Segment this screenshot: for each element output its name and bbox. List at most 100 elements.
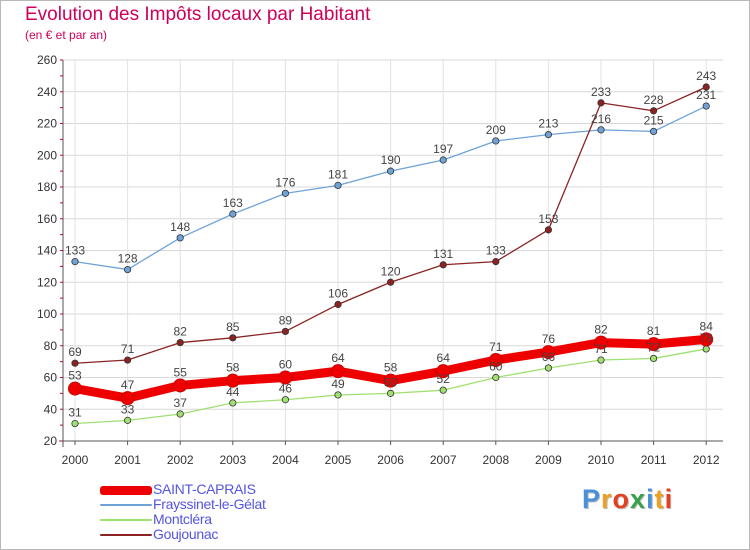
data-point (124, 356, 132, 364)
data-label: 181 (328, 167, 348, 181)
data-label: 76 (542, 332, 556, 346)
y-tick-label: 80 (44, 339, 58, 353)
legend-label: Frayssinet-le-Gélat (153, 496, 266, 512)
data-label: 190 (381, 153, 401, 167)
data-point (439, 156, 447, 164)
data-label: 52 (437, 372, 451, 386)
data-point (68, 381, 82, 396)
data-point (436, 364, 451, 379)
brand-letter: P (582, 484, 602, 514)
data-label: 216 (591, 112, 611, 126)
data-label: 71 (594, 342, 608, 356)
x-tick-label: 2010 (588, 453, 615, 467)
data-label: 47 (121, 378, 135, 392)
x-tick-label: 2005 (325, 453, 352, 467)
data-point (649, 354, 658, 363)
data-label: 37 (174, 396, 188, 410)
x-tick-label: 2008 (482, 453, 509, 467)
data-label: 58 (226, 361, 240, 375)
data-label: 213 (538, 117, 558, 131)
data-label: 163 (223, 196, 243, 210)
legend-swatch (100, 485, 152, 495)
data-label: 64 (331, 351, 345, 365)
data-point (544, 131, 553, 139)
data-point (702, 345, 710, 353)
data-point (281, 327, 289, 336)
data-label: 133 (486, 244, 506, 258)
data-point (334, 181, 342, 190)
data-point (386, 389, 395, 397)
data-label: 215 (644, 113, 664, 127)
data-label: 53 (68, 369, 82, 383)
data-label: 133 (65, 244, 85, 258)
x-tick-label: 2012 (693, 453, 720, 467)
data-label: 148 (170, 220, 190, 234)
data-label: 66 (542, 350, 556, 364)
legend-swatch (100, 519, 152, 521)
data-point (176, 338, 184, 347)
data-label: 153 (538, 212, 558, 226)
data-point (544, 226, 553, 234)
data-label: 228 (644, 93, 664, 107)
chart-title: Evolution des Impôts locaux par Habitant (25, 4, 371, 25)
data-label: 72 (647, 340, 661, 354)
data-label: 58 (384, 361, 398, 375)
data-point (597, 99, 605, 107)
data-point (492, 137, 500, 145)
x-tick-label: 2002 (167, 453, 194, 467)
data-point (702, 102, 710, 110)
data-label: 31 (68, 406, 82, 420)
data-point (649, 107, 658, 115)
data-label: 84 (700, 319, 714, 333)
data-label: 197 (433, 142, 453, 156)
y-tick-label: 180 (37, 180, 57, 194)
data-label: 71 (489, 340, 503, 354)
x-tick-label: 2003 (219, 453, 246, 467)
data-label: 78 (700, 331, 714, 345)
data-point (331, 364, 345, 379)
data-point (492, 258, 500, 266)
data-point (439, 386, 447, 394)
data-point (649, 127, 658, 136)
data-point (281, 396, 289, 404)
x-tick-label: 2001 (114, 453, 141, 467)
data-point (597, 126, 605, 134)
data-point (229, 210, 237, 218)
data-label: 106 (328, 286, 348, 300)
data-label: 209 (486, 123, 506, 137)
data-point (71, 419, 79, 428)
x-tick-label: 2007 (430, 453, 457, 467)
data-label: 82 (594, 323, 608, 337)
data-label: 33 (121, 402, 135, 416)
data-label: 46 (279, 382, 293, 396)
data-point (488, 353, 503, 368)
legend-label: SAINT-CAPRAIS (153, 481, 256, 497)
data-point (124, 416, 132, 424)
data-point (699, 332, 714, 347)
data-label: 128 (118, 252, 138, 266)
data-point (176, 234, 184, 242)
data-label: 44 (226, 385, 240, 399)
x-tick-label: 2004 (272, 453, 299, 467)
data-label: 85 (226, 320, 240, 334)
data-point (229, 334, 237, 342)
data-point (597, 356, 605, 364)
data-label: 50 (384, 375, 398, 389)
data-label: 60 (279, 358, 293, 372)
data-point (71, 258, 79, 266)
y-tick-label: 200 (37, 148, 57, 162)
data-label: 69 (68, 345, 82, 359)
data-point (386, 167, 395, 175)
data-point (492, 373, 500, 382)
y-tick-label: 240 (37, 85, 57, 99)
x-tick-label: 2000 (62, 453, 89, 467)
data-label: 131 (433, 247, 453, 261)
chart-subtitle: (en € et par an) (25, 28, 108, 42)
y-tick-label: 260 (37, 53, 57, 67)
data-point (702, 83, 710, 91)
data-label: 120 (381, 264, 401, 278)
y-tick-label: 20 (44, 434, 58, 448)
data-point (439, 261, 447, 269)
data-label: 64 (437, 351, 451, 365)
data-point (541, 345, 556, 360)
